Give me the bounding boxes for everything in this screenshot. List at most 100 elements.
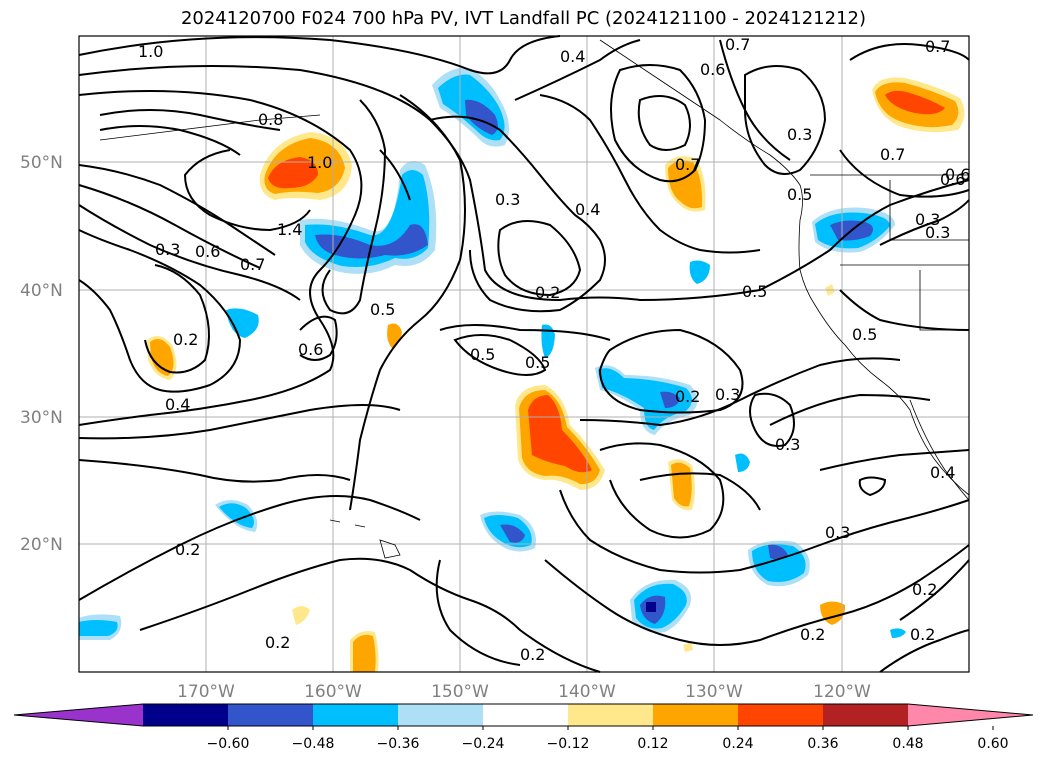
coastline bbox=[919, 270, 969, 331]
contour-line bbox=[78, 90, 363, 426]
negative-anomaly-blob bbox=[768, 544, 788, 560]
contour-labels: 1.0 0.4 0.7 0.6 0.7 0.8 1.0 0.3 0.7 0.3 … bbox=[138, 35, 970, 664]
contour-line bbox=[349, 94, 466, 511]
negative-anomaly-blob bbox=[465, 99, 498, 135]
contour-label: 0.3 bbox=[925, 223, 950, 242]
negative-anomaly-blob bbox=[660, 391, 680, 408]
contour-label: 0.5 bbox=[370, 300, 395, 319]
contour-line bbox=[744, 65, 827, 175]
contour-line bbox=[639, 472, 761, 511]
contour-line bbox=[579, 357, 901, 427]
negative-anomaly-blob bbox=[890, 628, 906, 638]
contour-label: 0.2 bbox=[800, 625, 825, 644]
colorbar-segment bbox=[143, 704, 228, 726]
contour-line bbox=[599, 442, 725, 539]
contour-line bbox=[299, 315, 338, 361]
negative-anomaly-blob bbox=[752, 544, 806, 582]
contour-label: 1.4 bbox=[277, 220, 302, 239]
coastline bbox=[99, 114, 321, 141]
contour-line bbox=[819, 449, 970, 471]
lat-label: 50°N bbox=[20, 153, 63, 173]
coastline bbox=[599, 39, 970, 496]
contour-label: 0.5 bbox=[470, 345, 495, 364]
contour-line bbox=[321, 99, 387, 315]
contour-label: 0.2 bbox=[520, 645, 545, 664]
contour-label: 0.3 bbox=[775, 435, 800, 454]
contour-label: 0.5 bbox=[525, 353, 550, 372]
contour-label: 0.7 bbox=[725, 35, 750, 54]
colorbar-tick-label: −0.24 bbox=[462, 736, 505, 752]
contour-line bbox=[544, 544, 970, 646]
colorbar: −0.60 −0.48 −0.36 −0.24 −0.12 0.12 0.24 0.36 0.4… bbox=[13, 703, 1034, 752]
map-border bbox=[78, 35, 970, 673]
contour-label: 0.5 bbox=[787, 185, 812, 204]
colorbar-tick-label: 0.12 bbox=[637, 736, 668, 752]
negative-anomaly-blob bbox=[219, 503, 254, 528]
negative-anomaly-blob bbox=[500, 524, 525, 543]
colorbar-tick-label: −0.12 bbox=[547, 736, 590, 752]
positive-anomaly-blob bbox=[885, 90, 945, 115]
contour-line bbox=[183, 149, 311, 232]
contour-label: 0.7 bbox=[925, 37, 950, 56]
contour-label: 0.2 bbox=[173, 330, 198, 349]
contour-label: 0.2 bbox=[265, 633, 290, 652]
contour-line bbox=[78, 459, 351, 483]
contour-label: 0.2 bbox=[175, 540, 200, 559]
contour-label: 0.2 bbox=[675, 387, 700, 406]
coastline bbox=[354, 524, 366, 528]
contour-line bbox=[439, 324, 611, 341]
negative-anomaly-blob bbox=[689, 260, 710, 284]
positive-anomaly-blob bbox=[528, 395, 592, 473]
colorbar-segment bbox=[483, 704, 568, 726]
contour-label: 0.7 bbox=[880, 145, 905, 164]
colorbar-tick-label: 0.48 bbox=[892, 736, 923, 752]
contour-line bbox=[839, 289, 970, 331]
coastlines bbox=[99, 39, 970, 559]
longitude-labels: 170°W 160°W 150°W 140°W 130°W 120°W bbox=[177, 682, 871, 702]
contour-label: 0.7 bbox=[240, 255, 265, 274]
colorbar-tick-label: −0.36 bbox=[377, 736, 420, 752]
contour-label: 0.2 bbox=[535, 283, 560, 302]
contour-line bbox=[497, 220, 582, 297]
contour-label: 0.3 bbox=[155, 240, 180, 259]
colorbar-extend-high bbox=[908, 704, 1033, 726]
colorbar-tick-label: −0.60 bbox=[207, 736, 250, 752]
contour-label: 0.3 bbox=[715, 385, 740, 404]
colorbar-segment bbox=[738, 704, 823, 726]
positive-anomaly-blob bbox=[150, 338, 174, 376]
contour-line bbox=[610, 64, 707, 183]
contour-line bbox=[78, 404, 401, 440]
negative-anomaly-blob bbox=[79, 620, 118, 636]
contour-line bbox=[899, 559, 970, 621]
lon-label: 140°W bbox=[558, 682, 616, 702]
contour-label: 0.6 bbox=[298, 340, 323, 359]
colorbar-tick-label: −0.48 bbox=[292, 736, 335, 752]
lat-label: 20°N bbox=[20, 535, 63, 555]
lon-label: 130°W bbox=[685, 682, 743, 702]
contour-line bbox=[78, 35, 561, 75]
contour-line bbox=[435, 559, 521, 666]
contour-label: 0.7 bbox=[675, 155, 700, 174]
contour-label: 0.3 bbox=[825, 523, 850, 542]
contour-label: 0.6 bbox=[945, 165, 970, 184]
lon-label: 170°W bbox=[177, 682, 235, 702]
colorbar-segment bbox=[398, 704, 483, 726]
graticule bbox=[79, 36, 969, 672]
negative-anomaly-blob bbox=[541, 324, 555, 358]
contour-label: 1.0 bbox=[138, 42, 163, 61]
contour-label: 0.4 bbox=[165, 395, 190, 414]
contour-line bbox=[769, 393, 931, 426]
lon-label: 160°W bbox=[304, 682, 362, 702]
contour-line bbox=[879, 199, 970, 246]
coastline bbox=[889, 180, 969, 241]
latitude-labels: 50°N 40°N 30°N 20°N bbox=[20, 153, 63, 555]
colorbar-tick-label: 0.60 bbox=[977, 736, 1008, 752]
coastline bbox=[329, 519, 341, 523]
contour-line bbox=[879, 629, 970, 673]
positive-anomaly-blob bbox=[353, 634, 376, 672]
contour-line bbox=[849, 43, 970, 61]
contour-line bbox=[78, 204, 301, 301]
contour-label: 1.0 bbox=[307, 153, 332, 172]
negative-anomaly-blob bbox=[226, 308, 259, 338]
